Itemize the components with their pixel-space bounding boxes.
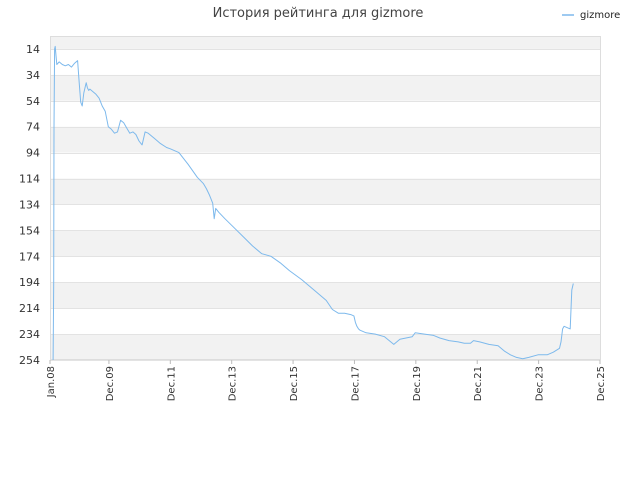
grid-band	[50, 308, 600, 335]
x-tick-label: Dec.09	[105, 366, 116, 401]
y-tick-label: 134	[19, 198, 40, 211]
y-tick-label: 234	[19, 328, 40, 341]
legend-label: gizmore	[580, 10, 620, 21]
y-tick-label: 54	[26, 95, 40, 108]
grid-band	[50, 178, 600, 205]
x-axis: Jan.08 Dec.09 Dec.11 Dec.13 Dec.15 Dec.17 Dec.…	[46, 360, 607, 401]
x-tick-label: Dec.25	[596, 366, 607, 401]
grid-band	[50, 204, 600, 231]
y-tick-label: 74	[26, 121, 40, 134]
x-tick-label: Dec.13	[228, 366, 239, 401]
y-tick-label: 214	[19, 302, 40, 315]
chart-title: История рейтинга для gizmore	[213, 6, 424, 21]
x-tick-label: Dec.23	[535, 366, 546, 401]
y-tick-label: 194	[19, 276, 40, 289]
grid-band	[50, 126, 600, 153]
x-tick-label: Dec.17	[350, 366, 361, 401]
grid-band	[50, 152, 600, 179]
grid-band	[50, 36, 600, 49]
y-tick-label: 114	[19, 173, 40, 186]
series-line	[52, 45, 574, 361]
grid-band	[50, 230, 600, 257]
x-tick-label: Dec.19	[412, 366, 423, 401]
grid-band	[50, 100, 600, 127]
legend: gizmore	[562, 10, 620, 21]
y-tick-label: 94	[26, 147, 40, 160]
grid-band	[50, 334, 600, 360]
grid-bands	[50, 36, 600, 361]
grid-band	[50, 256, 600, 283]
x-tick-label: Dec.21	[473, 366, 484, 401]
x-tick-label: Dec.11	[166, 366, 177, 401]
grid-band	[50, 74, 600, 101]
y-tick-label: 14	[26, 43, 40, 56]
y-tick-label: 174	[19, 250, 40, 263]
plot-frame	[50, 36, 601, 360]
y-tick-label: 34	[26, 69, 40, 82]
y-tick-label: 154	[19, 224, 40, 237]
grid-band	[50, 282, 600, 309]
x-tick-label: Jan.08	[46, 366, 57, 398]
y-tick-label: 254	[19, 354, 40, 367]
y-axis: 14 34 54 74 94 114 134 154 174 194 214 234 254	[19, 43, 40, 367]
grid-band	[50, 48, 600, 75]
x-tick-label: Dec.15	[289, 366, 300, 401]
series-gizmore	[52, 45, 574, 361]
